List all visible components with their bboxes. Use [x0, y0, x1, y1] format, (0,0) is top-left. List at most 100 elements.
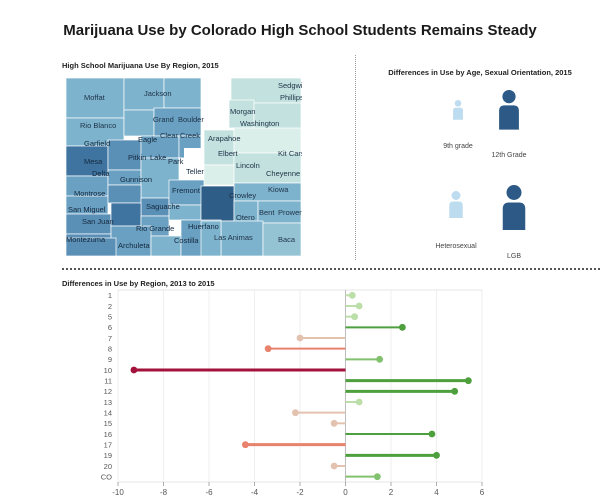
map-label: Rio Grande	[136, 224, 174, 233]
map-region[interactable]	[230, 78, 302, 104]
y-tick-label: 2	[108, 302, 112, 311]
lollipop-dot[interactable]	[330, 419, 338, 427]
map-region[interactable]	[228, 99, 255, 129]
person-icon	[499, 90, 519, 130]
map-label: Lincoln	[236, 161, 260, 170]
x-tick-label: -6	[205, 488, 213, 497]
x-tick-label: 2	[389, 488, 394, 497]
y-tick-label: 1	[108, 291, 112, 300]
lollipop-dot[interactable]	[242, 441, 249, 449]
y-tick-label: 15	[104, 419, 112, 428]
lollipop-chart-title: Differences in Use by Region, 2013 to 20…	[62, 279, 215, 288]
map-cutout	[179, 158, 204, 180]
map-label: Washington	[240, 119, 279, 128]
lollipop-dot[interactable]	[130, 366, 138, 374]
map-label: Elbert	[218, 149, 239, 158]
map-region[interactable]	[163, 78, 202, 109]
map-region[interactable]	[233, 127, 302, 154]
map-label: San Juan	[82, 217, 114, 226]
lollipop-dot[interactable]	[330, 462, 338, 470]
map-cutout	[201, 108, 229, 130]
y-tick-label: 14	[104, 408, 112, 417]
x-tick-label: 0	[343, 488, 348, 497]
lollipop-dot[interactable]	[355, 398, 363, 406]
y-tick-label: 5	[108, 312, 112, 321]
y-tick-label: 19	[104, 451, 112, 460]
gridlines	[117, 290, 483, 482]
map-label: Prowers	[278, 208, 302, 217]
person-icon	[453, 100, 463, 120]
y-tick-label: 16	[104, 430, 112, 439]
map-label: Delta	[92, 169, 110, 178]
y-tick-label: 9	[108, 355, 112, 364]
map-region[interactable]	[200, 185, 235, 222]
map-label: San Miguel	[68, 205, 106, 214]
map-label: Fremont	[172, 186, 201, 195]
map-label: Otero	[236, 213, 255, 222]
map-label: Arapahoe	[208, 134, 241, 143]
colorado-region-map[interactable]: Sedgwick Phillips Moffat Jackson Morgan Washi…	[66, 78, 302, 256]
demographic-label: LGB	[507, 253, 521, 260]
lollipop-chart: -10 -8 -6 -4 -2 0 2 4 61256789101112131415161719…	[101, 289, 485, 497]
map-label: Huerfano	[188, 222, 219, 231]
lollipop-dot[interactable]	[428, 430, 436, 438]
map-region[interactable]	[203, 164, 235, 186]
map-region[interactable]	[203, 129, 235, 166]
map-label: Montezuma	[66, 235, 106, 244]
map-label: Phillips	[280, 93, 302, 102]
lollipop-dot[interactable]	[373, 473, 381, 481]
map-title: High School Marijuana Use By Region, 201…	[62, 61, 219, 70]
lollipop-dot[interactable]	[355, 302, 363, 310]
lollipop-dot[interactable]	[351, 313, 358, 321]
map-region[interactable]	[110, 225, 152, 256]
map-label: Moffat	[84, 93, 106, 102]
map-region[interactable]	[262, 222, 302, 256]
map-region[interactable]	[168, 179, 205, 206]
map-label: Clear Creek	[160, 131, 200, 140]
demographics-panel: 9th grade 12th Grade Heterosexual LGB	[435, 90, 527, 260]
lollipop-dot[interactable]	[296, 334, 304, 342]
map-region[interactable]	[110, 202, 142, 227]
demographic-label: 9th grade	[443, 143, 473, 150]
lollipop-dot[interactable]	[376, 355, 384, 363]
demographic-label: 12th Grade	[491, 152, 526, 159]
map-label: Kit Carson	[278, 149, 302, 158]
x-tick-label: 4	[434, 488, 439, 497]
y-tick-label: 17	[104, 440, 112, 449]
map-label: Gunnison	[120, 175, 152, 184]
map-label: Mesa	[84, 157, 103, 166]
map-label: Cheyenne	[266, 169, 300, 178]
y-tick-label: 7	[108, 334, 112, 343]
lollipop-dot[interactable]	[292, 409, 299, 417]
map-region[interactable]	[107, 184, 142, 204]
map-label: Morgan	[230, 107, 255, 116]
y-tick-label: 10	[104, 366, 112, 375]
lollipop-dot[interactable]	[433, 451, 440, 459]
map-label: Teller	[186, 167, 204, 176]
y-tick-label: 12	[104, 387, 112, 396]
map-label: Kiowa	[268, 185, 289, 194]
y-tick-label: 13	[104, 398, 112, 407]
lollipop-dot[interactable]	[398, 323, 406, 331]
map-region[interactable]	[233, 152, 302, 184]
demographic-label: Heterosexual	[435, 243, 477, 250]
map-region[interactable]	[66, 237, 117, 256]
x-tick-label: 6	[480, 488, 485, 497]
map-regions	[66, 78, 302, 256]
map-region[interactable]	[200, 220, 222, 256]
map-label: Pitkin	[128, 153, 146, 162]
lollipop-dot[interactable]	[451, 387, 459, 395]
map-region[interactable]	[153, 107, 202, 137]
x-tick-label: -4	[251, 488, 259, 497]
map-label: Costilla	[174, 236, 199, 245]
y-tick-label: 8	[108, 344, 112, 353]
map-label: Bent	[259, 208, 275, 217]
lollipop-dot[interactable]	[264, 345, 272, 353]
x-tick-label: -10	[112, 488, 124, 497]
map-region[interactable]	[123, 78, 165, 111]
map-label: Lake	[150, 153, 166, 162]
horizontal-divider	[62, 268, 600, 270]
map-region[interactable]	[123, 109, 155, 137]
lollipop-dot[interactable]	[464, 377, 472, 385]
lollipop-dot[interactable]	[348, 291, 356, 299]
